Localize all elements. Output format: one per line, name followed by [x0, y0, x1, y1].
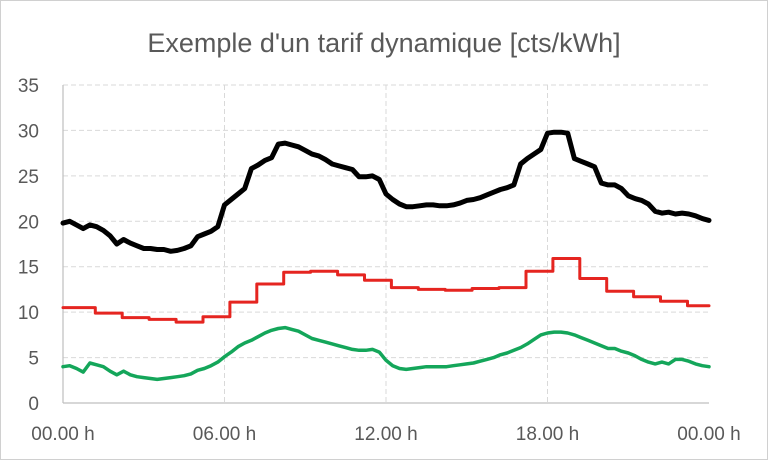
y-tick-label: 35: [18, 76, 39, 97]
y-tick-label: 10: [18, 303, 39, 324]
y-tick-label: 25: [18, 167, 39, 188]
y-tick-label: 15: [18, 258, 39, 279]
series-lines: [60, 129, 712, 382]
series-line-1: [60, 129, 712, 254]
y-tick-label: 30: [18, 121, 39, 142]
y-tick-label: 5: [28, 349, 39, 370]
x-tick-label: 18.00 h: [516, 424, 579, 445]
y-tick-label: 20: [18, 212, 39, 233]
y-tick-label: 0: [28, 394, 39, 415]
x-tick-label: 00.00 h: [31, 424, 94, 445]
x-tick-label: 06.00 h: [193, 424, 256, 445]
series-line-3: [61, 325, 711, 382]
chart-title: Exemple d'un tarif dynamique [cts/kWh]: [147, 28, 620, 58]
grid: [63, 84, 709, 403]
series-line-2: [61, 257, 711, 324]
x-tick-label: 12.00 h: [354, 424, 417, 445]
axes: 0 5 10 15 20 25 30 35 00.00 h 06.00 h 12.00 h 18.00…: [18, 76, 741, 445]
x-tick-label: 00.00 h: [677, 424, 740, 445]
